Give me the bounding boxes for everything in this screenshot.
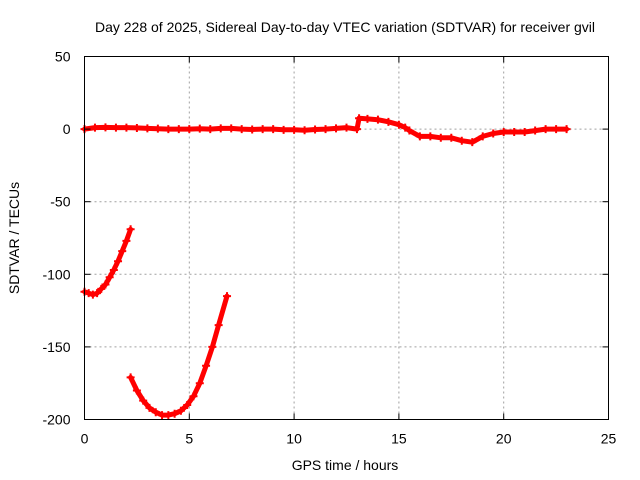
data-point — [355, 114, 364, 123]
data-point — [206, 125, 215, 134]
data-point — [143, 124, 152, 133]
data-point — [510, 128, 519, 137]
data-point — [109, 265, 118, 274]
y-tick-label: 50 — [55, 49, 71, 65]
data-point — [111, 123, 120, 132]
x-tick-label: 15 — [391, 431, 407, 447]
data-point — [311, 125, 320, 134]
data-point — [153, 124, 162, 133]
axis-ticks: 0 5 10 15 20 25 -200 -150 -100 -50 0 50 — [42, 49, 616, 447]
data-point — [122, 236, 131, 245]
data-point — [237, 125, 246, 134]
x-tick-label: 10 — [286, 431, 302, 447]
data-point — [401, 123, 410, 132]
data-marks — [80, 114, 571, 420]
data-point — [202, 361, 211, 370]
data-point — [447, 133, 456, 142]
data-point — [300, 126, 309, 135]
data-point — [352, 125, 361, 134]
data-point — [478, 132, 487, 141]
data-point — [531, 126, 540, 135]
data-point — [499, 128, 508, 137]
data-point — [164, 125, 173, 134]
data-point — [101, 123, 110, 132]
data-point — [185, 125, 194, 134]
data-point — [279, 125, 288, 134]
data-point — [132, 123, 141, 132]
data-point — [122, 123, 131, 132]
y-tick-label: -50 — [50, 194, 70, 210]
series-line-2 — [128, 293, 230, 418]
data-point — [176, 406, 185, 415]
plot-frame — [84, 56, 609, 420]
data-point — [88, 290, 97, 299]
data-point — [436, 133, 445, 142]
chart-title: Day 228 of 2025, Sidereal Day-to-day VTE… — [95, 19, 595, 35]
data-point — [151, 408, 160, 417]
data-point — [269, 125, 278, 134]
data-point — [562, 125, 571, 134]
data-point — [342, 123, 351, 132]
y-axis-title: SDTVAR / TECUs — [6, 182, 22, 294]
data-point — [363, 114, 372, 123]
data-point — [105, 273, 114, 282]
data-point — [214, 321, 223, 330]
data-point — [541, 125, 550, 134]
x-tick-label: 20 — [496, 431, 512, 447]
data-point — [468, 138, 477, 147]
data-point — [174, 125, 183, 134]
data-point — [415, 132, 424, 141]
data-point — [552, 125, 561, 134]
x-tick-label: 25 — [601, 431, 617, 447]
data-point — [520, 128, 529, 137]
y-tick-label: 0 — [63, 121, 71, 137]
data-point — [132, 386, 141, 395]
data-point — [248, 125, 257, 134]
data-point — [97, 284, 106, 293]
data-point — [101, 280, 110, 289]
y-tick-label: -100 — [42, 266, 70, 282]
data-point — [223, 292, 232, 301]
data-point — [164, 411, 173, 420]
data-point — [93, 289, 102, 298]
data-point — [189, 392, 198, 401]
x-tick-label: 5 — [185, 431, 193, 447]
data-point — [126, 225, 135, 234]
data-point — [90, 123, 99, 132]
data-point — [216, 124, 225, 133]
data-point — [195, 124, 204, 133]
data-point — [114, 257, 123, 266]
data-point — [208, 342, 217, 351]
y-tick-label: -150 — [42, 339, 70, 355]
data-point — [394, 120, 403, 129]
data-point — [405, 126, 414, 135]
data-point — [457, 136, 466, 145]
data-point — [118, 247, 127, 256]
data-point — [258, 125, 267, 134]
data-point — [489, 129, 498, 138]
data-point — [290, 125, 299, 134]
data-point — [195, 379, 204, 388]
data-point — [426, 132, 435, 141]
data-point — [373, 115, 382, 124]
x-axis-title: GPS time / hours — [292, 457, 399, 473]
data-point — [145, 403, 154, 412]
data-point — [126, 373, 135, 382]
data-point — [321, 125, 330, 134]
y-tick-label: -200 — [42, 412, 70, 428]
data-point — [384, 117, 393, 126]
data-point — [227, 124, 236, 133]
data-point — [170, 409, 179, 418]
data-point — [183, 400, 192, 409]
grid-lines — [84, 56, 609, 420]
x-tick-label: 0 — [81, 431, 89, 447]
data-point — [332, 124, 341, 133]
data-point — [84, 289, 93, 298]
data-point — [139, 396, 148, 405]
